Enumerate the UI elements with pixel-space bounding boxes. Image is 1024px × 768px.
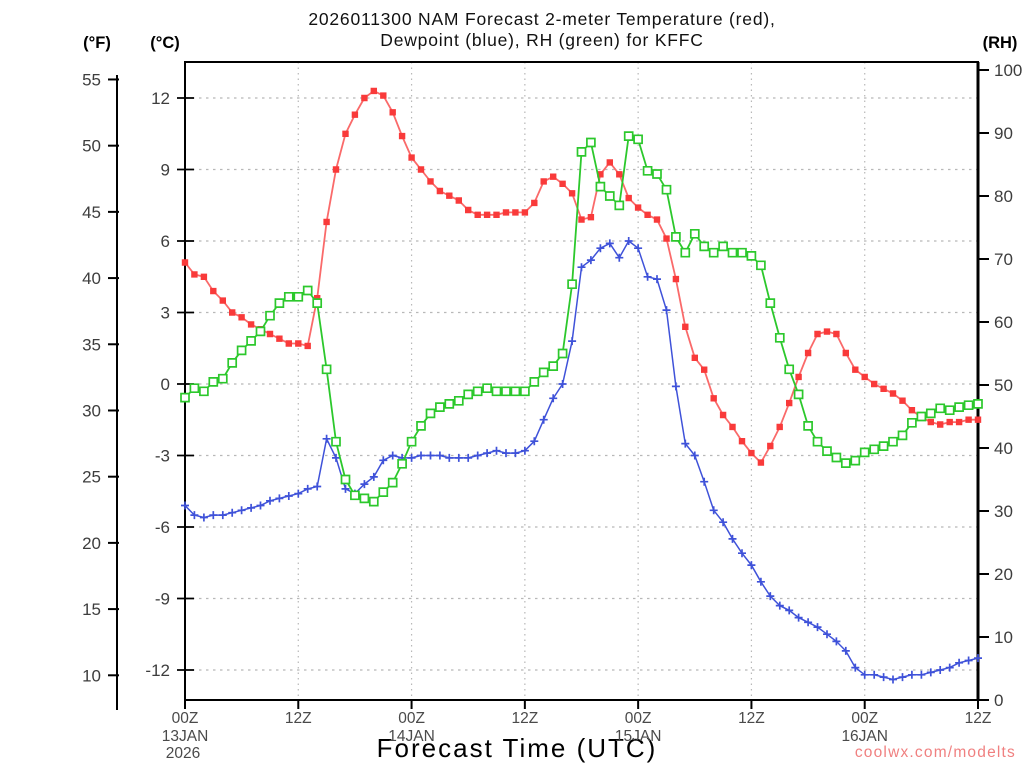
rh-tick-label-50: 50 bbox=[994, 376, 1013, 395]
rh-tick-label-40: 40 bbox=[994, 439, 1013, 458]
x-tick-label-72h: 00Z bbox=[851, 710, 878, 727]
rh-tick-label-10: 10 bbox=[994, 628, 1013, 647]
x-axis-title: Forecast Time (UTC) bbox=[377, 733, 658, 763]
rh-tick-label-30: 30 bbox=[994, 502, 1013, 521]
f-tick-label-15: 15 bbox=[82, 600, 101, 619]
relative-humidity-markers bbox=[180, 131, 983, 507]
watermark-link[interactable]: coolwx.com/modelts bbox=[855, 744, 1016, 761]
rh-tick-label-60: 60 bbox=[994, 313, 1013, 332]
temperature-2m-line bbox=[184, 89, 978, 465]
x-tick-label-48h: 00Z bbox=[625, 710, 652, 727]
c-tick-label-0: 0 bbox=[161, 375, 170, 394]
f-tick-label-25: 25 bbox=[82, 468, 101, 487]
rh-tick-label-20: 20 bbox=[994, 565, 1013, 584]
x-date-label-16JAN: 16JAN bbox=[841, 728, 888, 745]
c-tick-label--12: -12 bbox=[145, 661, 170, 680]
rh-tick-label-90: 90 bbox=[994, 124, 1013, 143]
rh-axis-header: (RH) bbox=[983, 34, 1018, 52]
chart-title-line-1: 2026011300 NAM Forecast 2-meter Temperat… bbox=[308, 9, 775, 29]
fahrenheit-axis-header: (°F) bbox=[83, 34, 111, 52]
c-tick-label-12: 12 bbox=[151, 89, 170, 108]
f-tick-label-10: 10 bbox=[82, 666, 101, 685]
celsius-axis-header: (°C) bbox=[150, 34, 180, 52]
x-date-label-15JAN: 15JAN bbox=[615, 728, 662, 745]
temperature-2m-markers bbox=[181, 87, 982, 466]
rh-tick-label-70: 70 bbox=[994, 250, 1013, 269]
x-date-label-13JAN: 13JAN bbox=[162, 728, 209, 745]
f-tick-label-55: 55 bbox=[82, 70, 101, 89]
c-tick-label--9: -9 bbox=[155, 589, 170, 608]
x-date-label-14JAN: 14JAN bbox=[388, 728, 435, 745]
rh-tick-label-80: 80 bbox=[994, 187, 1013, 206]
x-tick-label-60h: 12Z bbox=[738, 710, 765, 727]
chart-title-line-2: Dewpoint (blue), RH (green) for KFFC bbox=[380, 30, 703, 50]
c-tick-label--6: -6 bbox=[155, 518, 170, 537]
x-date-year-label: 2026 bbox=[166, 745, 200, 762]
f-tick-label-50: 50 bbox=[82, 137, 101, 156]
c-tick-label-3: 3 bbox=[161, 304, 170, 323]
chart-generated-content: 55504540353025201510129630-3-6-9-1210090… bbox=[82, 61, 1022, 762]
relative-humidity-line bbox=[184, 134, 979, 503]
rh-tick-label-0: 0 bbox=[994, 691, 1003, 710]
f-tick-label-35: 35 bbox=[82, 335, 101, 354]
c-tick-label-9: 9 bbox=[161, 161, 170, 180]
rh-tick-label-100: 100 bbox=[994, 61, 1022, 80]
f-tick-label-30: 30 bbox=[82, 401, 101, 420]
x-tick-label-0h: 00Z bbox=[172, 710, 199, 727]
x-tick-label-84h: 12Z bbox=[965, 710, 992, 727]
c-tick-label-6: 6 bbox=[161, 232, 170, 251]
x-tick-label-36h: 12Z bbox=[511, 710, 538, 727]
x-tick-label-12h: 12Z bbox=[285, 710, 312, 727]
x-tick-label-24h: 00Z bbox=[398, 710, 425, 727]
dewpoint-2m-markers bbox=[181, 237, 982, 684]
f-tick-label-40: 40 bbox=[82, 269, 101, 288]
f-tick-label-45: 45 bbox=[82, 203, 101, 222]
c-tick-label--3: -3 bbox=[155, 446, 170, 465]
f-tick-label-20: 20 bbox=[82, 534, 101, 553]
